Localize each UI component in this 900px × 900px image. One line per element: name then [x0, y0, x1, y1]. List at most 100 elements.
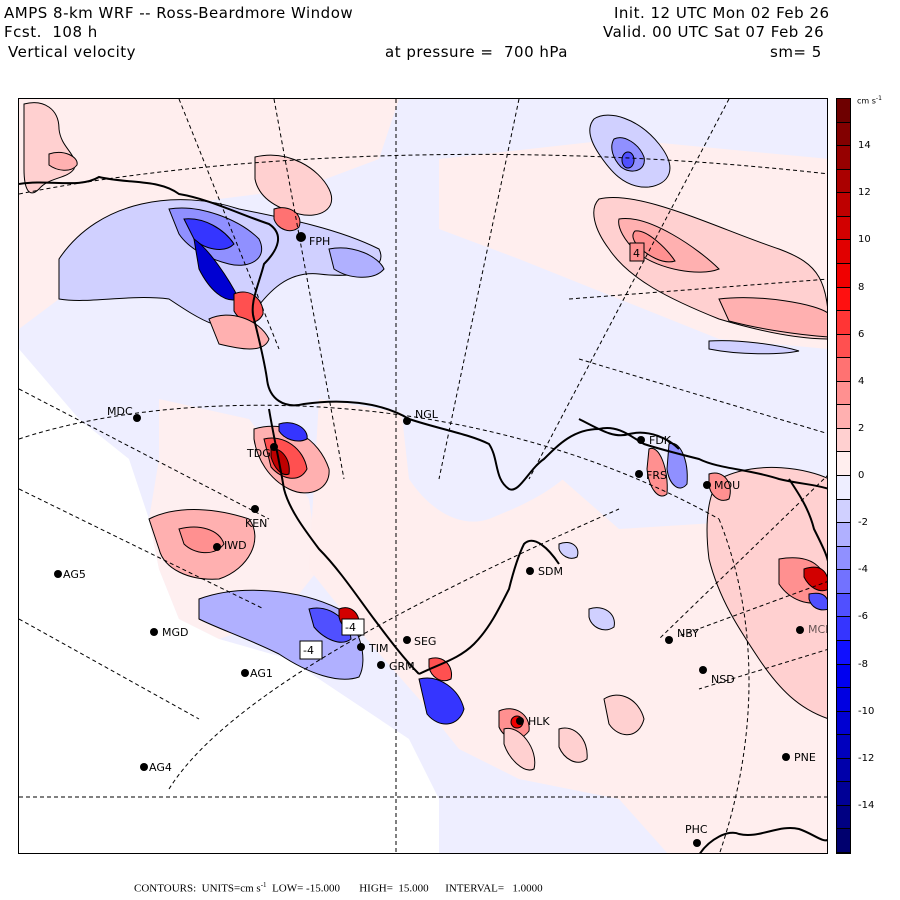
field-negative-core [621, 151, 635, 169]
station-NGL[interactable]: NGL [403, 408, 439, 425]
station-KEN[interactable]: KEN [245, 505, 267, 530]
station-SDM[interactable]: SDM [526, 565, 563, 578]
station-TDG[interactable]: TDG [246, 443, 278, 460]
station-SEG[interactable]: SEG [403, 635, 436, 648]
station-dot [796, 626, 804, 634]
colorbar-units-exponent: -1 [875, 95, 882, 102]
station-dot [296, 232, 306, 242]
station-dot [377, 661, 385, 669]
station-label: MCM [808, 623, 828, 636]
station-NSD[interactable]: NSD [699, 666, 735, 686]
station-PNE[interactable]: PNE [782, 751, 816, 764]
station-dot [213, 543, 221, 551]
station-label: MGD [162, 626, 189, 639]
low-value: LOW= -15.000 [272, 882, 340, 895]
station-AG5[interactable]: AG5 [54, 568, 86, 581]
colorbar-cell [837, 146, 850, 170]
stations: MDC NGL FPH TDG KEN IWD [54, 232, 828, 847]
station-FRS[interactable]: FRS [635, 469, 667, 482]
colorbar-cell [837, 499, 850, 524]
colorbar-cell [837, 216, 850, 241]
station-PHC[interactable]: PHC [685, 823, 708, 847]
station-dot [699, 666, 707, 674]
colorbar-cell [837, 829, 850, 853]
field-positive-region [48, 151, 78, 171]
field-negative-strip [708, 340, 800, 355]
station-label: MDC [107, 405, 133, 418]
colorbar-cell [837, 99, 850, 123]
no-data-region [19, 349, 439, 853]
station-MGD[interactable]: MGD [150, 626, 189, 639]
colorbar-tick-label: -14 [858, 799, 875, 811]
station-dot [133, 414, 141, 422]
station-HLK[interactable]: HLK [516, 715, 550, 728]
station-MOU[interactable]: MOU [703, 479, 740, 492]
extrema-markers: 4 -4 -4 [299, 242, 645, 660]
station-dot [403, 417, 411, 425]
max-marker-label: 4 [633, 247, 640, 260]
field-negative-cell [808, 592, 827, 611]
field-positive-cell [646, 447, 668, 497]
station-dot [140, 763, 148, 771]
field-negative-region [308, 607, 352, 643]
field-negative-cell [588, 607, 615, 631]
field-positive-core [270, 448, 290, 476]
colorbar-units-text: cm s [857, 96, 876, 106]
station-label: NGL [415, 408, 439, 421]
station-FDK[interactable]: FDK [637, 434, 672, 447]
station-dot [665, 636, 673, 644]
station-AG1[interactable]: AG1 [241, 667, 273, 680]
station-MCM[interactable]: MCM [796, 623, 828, 636]
colorbar-cell [837, 523, 850, 547]
station-FPH[interactable]: FPH [296, 232, 330, 248]
colorbar-cell [837, 452, 850, 476]
field-negative-region [418, 677, 465, 725]
field-positive-cell [558, 727, 588, 763]
min-marker-label: -4 [345, 621, 356, 634]
colorbar-cell [837, 805, 850, 830]
colorbar-cell [837, 381, 850, 406]
contour-info: CONTOURS: UNITS=cm s-1 LOW= -15.000 HIGH… [134, 881, 543, 895]
colorbar-cell [837, 169, 850, 194]
field-positive-cell [708, 472, 731, 501]
colorbar-cell [837, 334, 850, 359]
field-positive-core [803, 566, 827, 592]
contours-label: CONTOURS: [134, 882, 197, 895]
station-dot [270, 443, 278, 451]
min-marker: -4 [341, 618, 365, 636]
units-label: UNITS=cm s [201, 882, 261, 895]
station-label: KEN [245, 517, 267, 530]
colorbar-cell [837, 193, 850, 217]
station-dot [150, 628, 158, 636]
station-AG4[interactable]: AG4 [140, 761, 172, 774]
colorbar-tick-label: 12 [858, 187, 871, 199]
map-canvas: MDC NGL FPH TDG KEN IWD [19, 99, 828, 853]
station-dot [241, 669, 249, 677]
station-TIM[interactable]: TIM [357, 642, 388, 655]
station-label: PNE [794, 751, 816, 764]
field-negative-cell [278, 422, 308, 442]
station-NBY[interactable]: NBY [665, 627, 699, 644]
colorbar-cell [837, 476, 850, 500]
colorbar-cell [837, 688, 850, 712]
map-title: AMPS 8-km WRF -- Ross-Beardmore Window [4, 4, 354, 22]
station-IWD[interactable]: IWD [213, 539, 247, 552]
field-positive-region [706, 467, 827, 719]
interval-value: INTERVAL= 1.0000 [445, 882, 543, 895]
station-dot [357, 643, 365, 651]
colorbar-cell [837, 640, 850, 665]
colorbar-cell [837, 664, 850, 689]
colorbar-cell [837, 428, 850, 453]
station-label: FPH [309, 235, 330, 248]
station-MDC[interactable]: MDC [107, 405, 141, 422]
field-positive-area [309, 399, 827, 853]
station-label: PHC [685, 823, 708, 836]
colorbar-cell [837, 358, 850, 382]
station-label: SDM [538, 565, 563, 578]
min-marker: -4 [299, 640, 323, 660]
field-negative-lobe [328, 247, 385, 278]
colorbar-tick-label: 0 [858, 470, 865, 481]
station-label: NBY [677, 627, 699, 640]
station-GRM[interactable]: GRM [377, 660, 415, 673]
colorbar-tick-label: 2 [858, 422, 865, 434]
